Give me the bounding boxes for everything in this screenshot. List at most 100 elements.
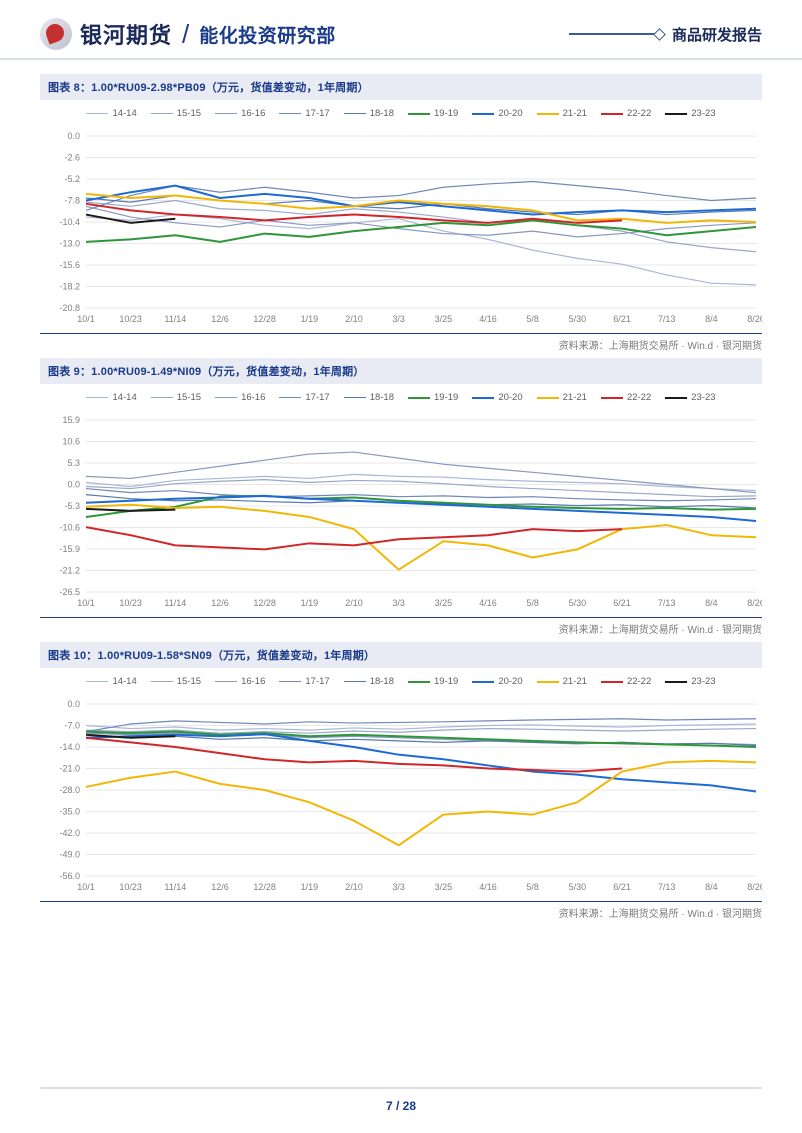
svg-text:10/1: 10/1 (77, 598, 95, 608)
svg-text:12/28: 12/28 (253, 598, 276, 608)
svg-text:12/6: 12/6 (211, 314, 229, 324)
svg-text:7/13: 7/13 (658, 882, 676, 892)
legend-item: 14-14 (86, 676, 136, 687)
svg-text:6/21: 6/21 (613, 598, 631, 608)
legend-swatch (86, 397, 108, 398)
legend-label: 20-20 (498, 676, 522, 687)
svg-text:-18.2: -18.2 (59, 282, 80, 292)
svg-text:4/16: 4/16 (479, 598, 497, 608)
svg-text:3/3: 3/3 (392, 598, 405, 608)
svg-text:0.0: 0.0 (67, 480, 80, 490)
brand-name: 银河期货 (80, 18, 172, 50)
svg-text:1/19: 1/19 (301, 882, 319, 892)
legend-item: 19-19 (408, 676, 458, 687)
legend-swatch (86, 113, 108, 114)
svg-text:8/4: 8/4 (705, 882, 718, 892)
footer-divider (40, 1087, 762, 1089)
svg-text:4/16: 4/16 (479, 882, 497, 892)
series-line-15-15 (86, 201, 756, 252)
legend-label: 18-18 (370, 676, 394, 687)
chart-svg: 0.0-7.0-14.0-21.0-28.0-35.0-42.0-49.0-56… (40, 691, 762, 901)
svg-text:3/3: 3/3 (392, 314, 405, 324)
legend-swatch (408, 397, 430, 399)
svg-text:10/23: 10/23 (119, 882, 142, 892)
legend-label: 22-22 (627, 392, 651, 403)
chart-legend: 14-1415-1516-1617-1718-1819-1920-2021-21… (40, 384, 762, 407)
legend-label: 21-21 (563, 392, 587, 403)
diamond-icon (653, 28, 666, 41)
svg-text:7/13: 7/13 (658, 314, 676, 324)
svg-text:5/30: 5/30 (569, 882, 587, 892)
svg-text:-20.8: -20.8 (59, 303, 80, 313)
legend-label: 17-17 (305, 392, 329, 403)
chart8-block: 图表 8：1.00*RU09-2.98*PB09（万元，货值差变动，1年周期）1… (40, 74, 762, 352)
svg-text:5/8: 5/8 (526, 598, 539, 608)
legend-label: 21-21 (563, 108, 587, 119)
svg-text:3/25: 3/25 (435, 598, 453, 608)
legend-item: 16-16 (215, 392, 265, 403)
svg-text:5.3: 5.3 (67, 458, 80, 468)
legend-swatch (601, 397, 623, 399)
svg-text:-7.8: -7.8 (64, 196, 80, 206)
svg-text:5/8: 5/8 (526, 882, 539, 892)
legend-label: 16-16 (241, 676, 265, 687)
legend-label: 19-19 (434, 676, 458, 687)
legend-item: 16-16 (215, 108, 265, 119)
legend-label: 17-17 (305, 676, 329, 687)
series-line-14-14 (86, 724, 756, 730)
svg-text:-2.6: -2.6 (64, 153, 80, 163)
legend-swatch (151, 113, 173, 114)
svg-text:-5.2: -5.2 (64, 174, 80, 184)
chart-legend: 14-1415-1516-1617-1718-1819-1920-2021-21… (40, 668, 762, 691)
legend-item: 19-19 (408, 108, 458, 119)
series-line-20-20 (86, 734, 756, 791)
svg-text:0.0: 0.0 (67, 131, 80, 141)
legend-swatch (472, 681, 494, 683)
svg-text:5/30: 5/30 (569, 598, 587, 608)
svg-text:2/10: 2/10 (345, 882, 363, 892)
legend-label: 14-14 (112, 676, 136, 687)
legend-item: 20-20 (472, 392, 522, 403)
svg-text:-14.0: -14.0 (59, 742, 80, 752)
svg-text:12/28: 12/28 (253, 882, 276, 892)
svg-text:12/6: 12/6 (211, 882, 229, 892)
page-header: 银河期货 / 能化投资研究部 商品研发报告 (0, 0, 802, 60)
legend-label: 15-15 (177, 676, 201, 687)
legend-item: 19-19 (408, 392, 458, 403)
svg-text:-35.0: -35.0 (59, 807, 80, 817)
svg-text:-7.0: -7.0 (64, 721, 80, 731)
chart-svg: 15.910.65.30.0-5.3-10.6-15.9-21.2-26.510… (40, 407, 762, 617)
svg-text:-42.0: -42.0 (59, 828, 80, 838)
divider: / (182, 19, 189, 50)
legend-item: 14-14 (86, 392, 136, 403)
legend-swatch (279, 397, 301, 398)
legend-item: 21-21 (537, 392, 587, 403)
brand-logo (40, 18, 72, 50)
page-content: 图表 8：1.00*RU09-2.98*PB09（万元，货值差变动，1年周期）1… (0, 60, 802, 920)
series-line-16-16 (86, 452, 756, 493)
series-line-21-21 (86, 761, 756, 845)
legend-label: 18-18 (370, 392, 394, 403)
svg-text:10/23: 10/23 (119, 314, 142, 324)
svg-text:10/1: 10/1 (77, 882, 95, 892)
legend-label: 19-19 (434, 108, 458, 119)
page-footer: 7 / 28 (0, 1099, 802, 1113)
svg-text:1/19: 1/19 (301, 598, 319, 608)
legend-item: 20-20 (472, 676, 522, 687)
legend-swatch (86, 681, 108, 682)
legend-swatch (665, 681, 687, 683)
svg-text:8/26: 8/26 (747, 882, 762, 892)
legend-swatch (537, 681, 559, 683)
chart10-block: 图表 10：1.00*RU09-1.58*SN09（万元，货值差变动，1年周期）… (40, 642, 762, 920)
svg-text:8/4: 8/4 (705, 598, 718, 608)
legend-swatch (279, 113, 301, 114)
department-name: 能化投资研究部 (199, 21, 336, 48)
legend-label: 20-20 (498, 392, 522, 403)
legend-item: 18-18 (344, 676, 394, 687)
page-number: 7 (386, 1099, 393, 1113)
legend-swatch (215, 113, 237, 114)
legend-swatch (344, 113, 366, 114)
legend-item: 15-15 (151, 676, 201, 687)
legend-item: 23-23 (665, 108, 715, 119)
legend-swatch (408, 113, 430, 115)
